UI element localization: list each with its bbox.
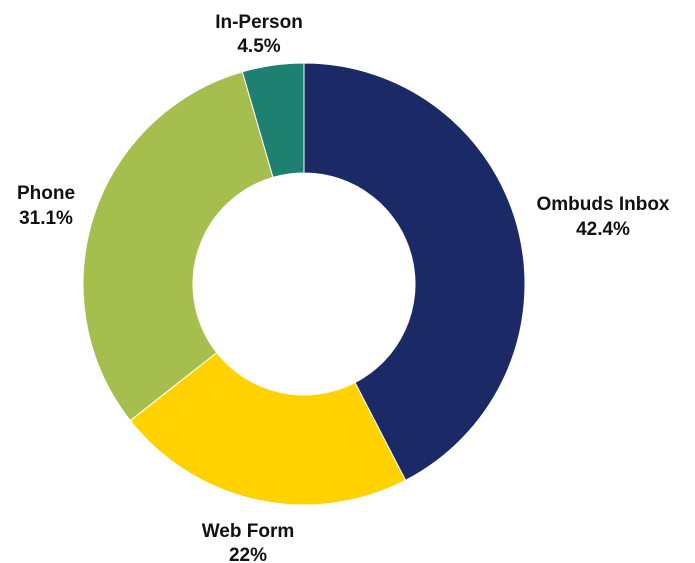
donut-slice-in-person: [241, 62, 305, 179]
slice-labels: Ombuds Inbox 42.4% Web Form 22% Phone 31…: [17, 12, 670, 563]
slice-label-name-0: Ombuds Inbox: [537, 194, 670, 215]
donut-slice-ombuds-inbox: [303, 62, 526, 481]
donut-slice-web-form: [129, 351, 407, 506]
donut-slices: [82, 62, 526, 506]
slice-label-name-1: Web Form: [202, 521, 295, 542]
slice-value-label-2: 31.1%: [19, 208, 73, 229]
slice-label-name-3: In-Person: [215, 12, 303, 33]
slice-value-label-1: 22%: [229, 545, 267, 563]
slice-value-label-3: 4.5%: [237, 36, 280, 57]
donut-slice-phone: [82, 71, 274, 422]
slice-value-label-0: 42.4%: [576, 219, 630, 240]
slice-label-name-2: Phone: [17, 183, 75, 204]
